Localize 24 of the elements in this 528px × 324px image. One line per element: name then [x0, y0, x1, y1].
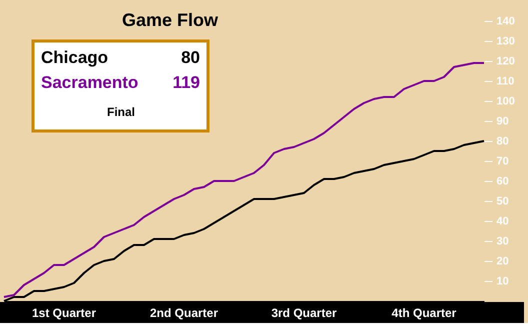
y-tick-label: 120 — [496, 56, 515, 68]
y-tick-label: 130 — [496, 36, 515, 48]
y-tick-label: 60 — [496, 176, 509, 188]
text: Sacramento — [41, 73, 138, 92]
y-tick-label: 80 — [496, 136, 509, 148]
text: Game Flow — [122, 10, 220, 30]
text: 4th Quarter — [392, 306, 457, 320]
text: 2nd Quarter — [150, 306, 218, 320]
y-tick-label: 90 — [496, 116, 509, 128]
annotation: Final — [106, 105, 136, 119]
annotation: 119 — [172, 73, 200, 92]
y-tick-label: 140 — [496, 16, 515, 28]
text: 1st Quarter — [32, 306, 96, 320]
y-tick-label: 30 — [496, 236, 509, 248]
text: 3rd Quarter — [271, 306, 338, 320]
y-tick-label: 20 — [496, 256, 509, 268]
y-tick-label: 100 — [496, 96, 515, 108]
y-tick-label: 110 — [496, 76, 514, 88]
annotation: 80 — [181, 48, 200, 67]
y-tick-label: 10 — [496, 276, 509, 288]
y-tick-label: 40 — [496, 216, 509, 228]
text: Chicago — [41, 48, 108, 67]
y-tick-label: 50 — [496, 196, 509, 208]
y-tick-label: 70 — [496, 156, 509, 168]
